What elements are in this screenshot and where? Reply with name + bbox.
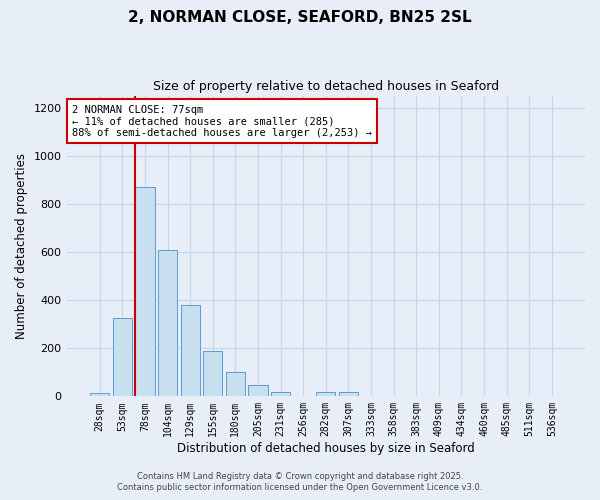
Bar: [113, 318, 132, 396]
X-axis label: Distribution of detached houses by size in Seaford: Distribution of detached houses by size …: [177, 442, 475, 455]
Bar: [181, 305, 200, 396]
Bar: [316, 392, 335, 396]
Bar: [90, 394, 109, 396]
Bar: [203, 350, 223, 397]
Title: Size of property relative to detached houses in Seaford: Size of property relative to detached ho…: [153, 80, 499, 93]
Bar: [136, 187, 155, 396]
Text: 2, NORMAN CLOSE, SEAFORD, BN25 2SL: 2, NORMAN CLOSE, SEAFORD, BN25 2SL: [128, 10, 472, 25]
Text: Contains HM Land Registry data © Crown copyright and database right 2025.
Contai: Contains HM Land Registry data © Crown c…: [118, 472, 482, 492]
Bar: [226, 372, 245, 396]
Bar: [158, 250, 177, 396]
Text: 2 NORMAN CLOSE: 77sqm
← 11% of detached houses are smaller (285)
88% of semi-det: 2 NORMAN CLOSE: 77sqm ← 11% of detached …: [72, 104, 372, 138]
Bar: [271, 392, 290, 396]
Y-axis label: Number of detached properties: Number of detached properties: [15, 153, 28, 339]
Bar: [248, 386, 268, 396]
Bar: [339, 392, 358, 396]
